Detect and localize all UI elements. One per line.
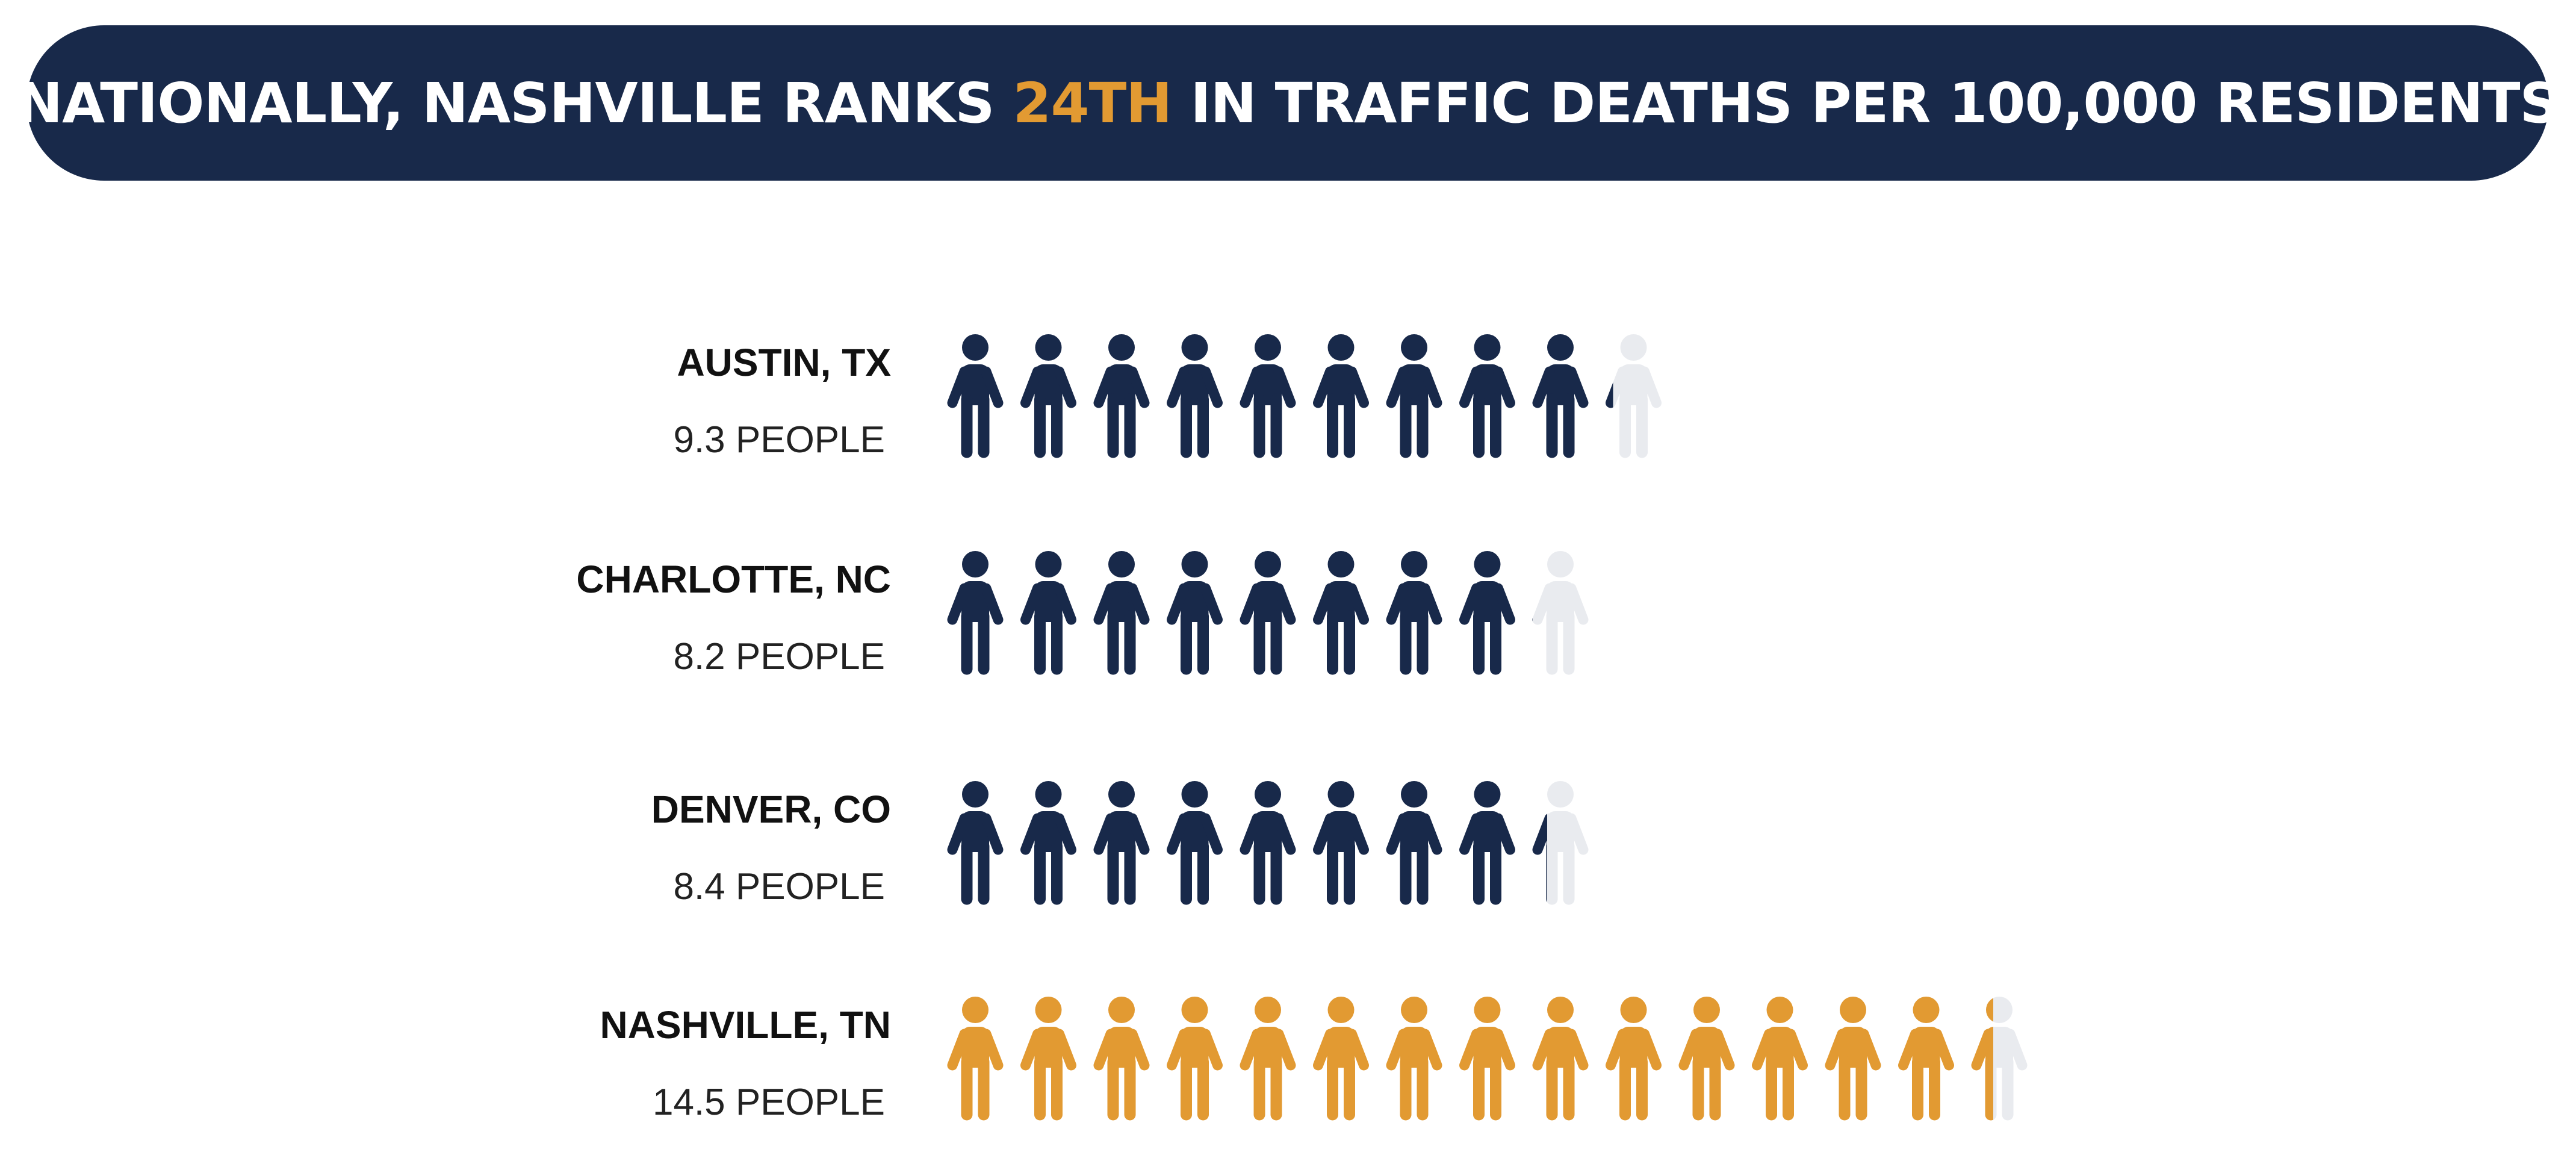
person-icon — [1459, 997, 1515, 1121]
person-icon — [1386, 997, 1442, 1121]
person-icon-row — [947, 551, 1589, 675]
person-icon — [1020, 551, 1076, 675]
person-icon — [1020, 997, 1076, 1121]
title-highlight: 24TH — [1013, 70, 1173, 135]
person-icon — [1825, 997, 1881, 1121]
title-suffix: IN TRAFFIC DEATHS PER 100,000 RESIDENTS — [1172, 70, 2559, 135]
person-icon — [1093, 781, 1150, 905]
person-icon — [1020, 334, 1076, 458]
row-1: CHARLOTTE, NC 8.2 PEOPLE — [0, 551, 2576, 696]
person-icon — [1532, 997, 1589, 1121]
person-icon — [1459, 334, 1515, 458]
chart-title: NATIONALLY, NASHVILLE RANKS 24TH IN TRAF… — [16, 70, 2560, 135]
person-icon — [1240, 997, 1296, 1121]
person-icon-row — [947, 334, 1662, 458]
row-3: NASHVILLE, TN 14.5 PEOPLE — [0, 997, 2576, 1141]
person-icon — [1313, 997, 1369, 1121]
city-label: DENVER, CO — [651, 788, 891, 831]
person-icon — [1167, 551, 1223, 675]
person-icon — [1313, 551, 1369, 675]
person-icon — [1093, 551, 1150, 675]
person-icon — [1752, 997, 1808, 1121]
value-label: 9.3 PEOPLE — [673, 419, 885, 461]
person-icon — [1606, 334, 1662, 458]
value-label: 14.5 PEOPLE — [652, 1082, 885, 1123]
person-icon — [1386, 781, 1442, 905]
person-icon — [1459, 551, 1515, 675]
person-icon — [947, 997, 1004, 1121]
person-icon — [947, 334, 1004, 458]
person-icon — [1386, 334, 1442, 458]
person-icon-row — [947, 781, 1589, 905]
title-banner: NATIONALLY, NASHVILLE RANKS 24TH IN TRAF… — [16, 25, 2560, 181]
person-icon — [1532, 551, 1589, 675]
person-icon-row — [947, 997, 2028, 1121]
title-prefix: NATIONALLY, NASHVILLE RANKS — [16, 70, 1013, 135]
row-0: AUSTIN, TX 9.3 PEOPLE — [0, 334, 2576, 479]
person-icon — [1313, 334, 1369, 458]
person-icon — [1459, 781, 1515, 905]
person-icon — [1313, 781, 1369, 905]
person-icon — [1971, 997, 2028, 1121]
person-icon — [1167, 781, 1223, 905]
value-label: 8.4 PEOPLE — [673, 866, 885, 908]
person-icon — [1167, 997, 1223, 1121]
value-label: 8.2 PEOPLE — [673, 636, 885, 677]
city-label: NASHVILLE, TN — [600, 1003, 891, 1047]
person-icon — [1240, 334, 1296, 458]
person-icon — [1093, 334, 1150, 458]
person-icon — [1093, 997, 1150, 1121]
person-icon — [947, 781, 1004, 905]
person-icon — [1167, 334, 1223, 458]
person-icon — [947, 551, 1004, 675]
person-icon — [1606, 997, 1662, 1121]
person-icon — [1532, 781, 1589, 905]
person-icon — [1386, 551, 1442, 675]
city-label: CHARLOTTE, NC — [576, 558, 891, 601]
person-icon — [1020, 781, 1076, 905]
city-label: AUSTIN, TX — [677, 341, 891, 384]
person-icon — [1240, 781, 1296, 905]
row-2: DENVER, CO 8.4 PEOPLE — [0, 781, 2576, 926]
person-icon — [1678, 997, 1735, 1121]
person-icon — [1532, 334, 1589, 458]
person-icon — [1898, 997, 1954, 1121]
person-icon — [1240, 551, 1296, 675]
